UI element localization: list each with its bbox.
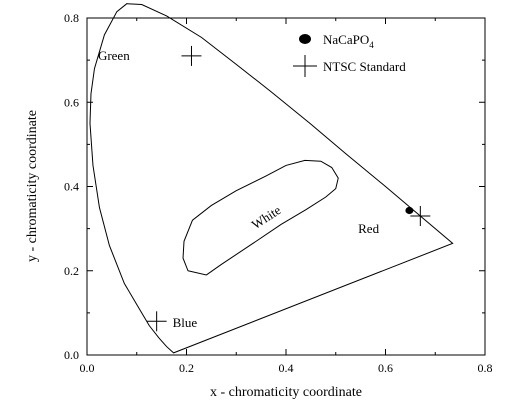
ntsc-marker-green xyxy=(181,45,202,66)
legend-sample-sub: 4 xyxy=(369,40,374,50)
x-tick-label: 0.8 xyxy=(478,361,493,375)
legend: NaCaPO4 NTSC Standard xyxy=(293,32,406,77)
tick-labels: 0.0 0.2 0.4 0.6 0.8 0.0 0.2 0.4 0.6 0.8 xyxy=(64,11,493,375)
legend-standard-label: NTSC Standard xyxy=(323,59,406,74)
annotation-red: Red xyxy=(358,221,379,236)
y-tick-label: 0.0 xyxy=(64,348,79,362)
y-tick-label: 0.4 xyxy=(64,180,79,194)
y-tick-label: 0.8 xyxy=(64,11,79,25)
annotation-white: White xyxy=(249,202,284,232)
legend-standard-marker xyxy=(293,55,317,77)
sample-point-nacapo4 xyxy=(405,206,414,215)
white-region xyxy=(182,159,339,276)
axis-ticks xyxy=(86,17,486,356)
plot-frame xyxy=(86,17,486,356)
ntsc-marker-red xyxy=(410,205,431,226)
annotation-blue: Blue xyxy=(173,315,198,330)
y-axis-title: y - chromaticity coordinate xyxy=(25,110,40,262)
x-tick-label: 0.2 xyxy=(179,361,194,375)
ntsc-standard-markers xyxy=(146,45,431,332)
y-tick-label: 0.6 xyxy=(64,95,79,109)
ntsc-marker-blue xyxy=(146,311,167,332)
annotation-green: Green xyxy=(98,48,130,63)
x-tick-label: 0.4 xyxy=(279,361,294,375)
spectral-locus xyxy=(89,3,454,354)
y-tick-label: 0.2 xyxy=(64,264,79,278)
x-axis-title: x - chromaticity coordinate xyxy=(210,385,362,400)
legend-sample-label: NaCaPO4 xyxy=(323,32,374,50)
x-tick-label: 0.6 xyxy=(378,361,393,375)
legend-sample-main: NaCaPO xyxy=(323,32,369,47)
legend-sample-marker xyxy=(299,34,311,44)
x-tick-label: 0.0 xyxy=(80,361,95,375)
